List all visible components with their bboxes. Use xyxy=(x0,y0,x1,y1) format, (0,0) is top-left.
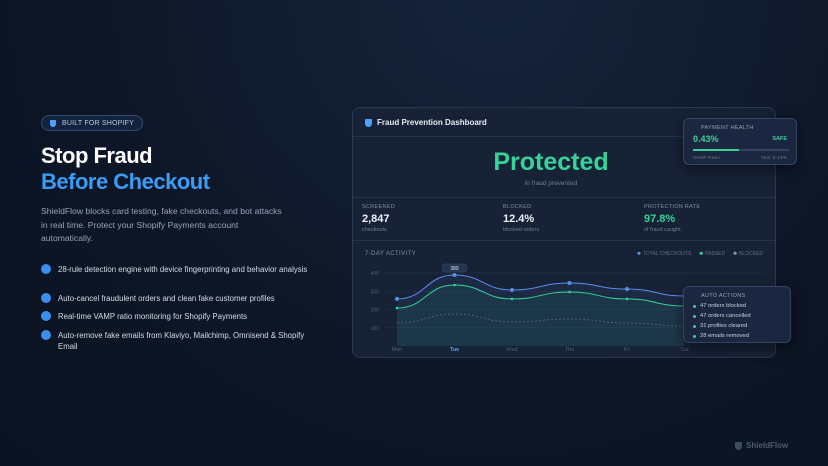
feature: Auto-cancel fraudulent orders and clean … xyxy=(41,293,311,304)
y-tick-label: 100 xyxy=(371,326,380,332)
divider xyxy=(353,197,775,198)
legend-label: TOTAL CHECKOUTS xyxy=(643,251,692,257)
series-area xyxy=(397,275,685,346)
data-point xyxy=(452,273,457,278)
payment-health: PAYMENT HEALTH 0.43% SAFE VAMP Ratio You… xyxy=(683,118,797,165)
activity-chart: 7-DAY ACTIVITY 100 200 300 400 Mon Tue Wed Thu F… xyxy=(365,251,765,353)
feature: Real-time VAMP ratio monitoring for Shop… xyxy=(41,311,311,322)
divider xyxy=(353,240,775,241)
footer-brand: ShieldFlow xyxy=(735,441,788,450)
status: Protected xyxy=(493,148,609,176)
data-point xyxy=(567,281,572,286)
legend-dot xyxy=(733,251,737,255)
x-tick-label: Fri xyxy=(624,347,630,353)
health-track xyxy=(693,149,789,151)
stat-label: BLOCKED xyxy=(503,204,532,210)
description: ShieldFlow blocks card testing, fake che… xyxy=(41,206,282,243)
action-dot xyxy=(693,315,696,318)
badge: BUILT FOR SHOPIFY xyxy=(41,115,143,131)
legend-dot xyxy=(699,251,703,255)
footer-text: ShieldFlow xyxy=(746,441,789,450)
feature: 28-rule detection engine with device fin… xyxy=(41,264,311,275)
tooltip-value: 389 xyxy=(450,266,459,272)
data-point xyxy=(395,296,399,301)
data-point xyxy=(625,287,629,292)
health-value: 0.43% xyxy=(693,134,719,144)
stat-value: 2,847 xyxy=(362,213,390,225)
action-dot xyxy=(693,305,696,308)
stat-value: 97.8% xyxy=(644,213,676,225)
health-fill xyxy=(693,149,740,151)
action-item: 31 profiles cleared xyxy=(700,323,748,329)
data-point xyxy=(453,283,456,287)
auto-actions: AUTO ACTIONS 47 orders blocked 47 orders … xyxy=(683,286,791,343)
health-scale-right: Your 0.43% xyxy=(760,155,787,160)
health-title: PAYMENT HEALTH xyxy=(701,125,754,131)
data-point xyxy=(568,290,571,294)
health-scale-left: VAMP Ratio xyxy=(693,155,721,160)
stat-value: 12.4% xyxy=(503,213,535,225)
x-tick-label: Thu xyxy=(565,347,574,353)
y-tick-label: 200 xyxy=(371,308,380,314)
data-point xyxy=(510,297,514,301)
action-item: 47 orders blocked xyxy=(700,303,747,309)
y-tick-label: 400 xyxy=(371,271,380,277)
health-status: SAFE xyxy=(772,136,787,142)
data-point xyxy=(510,287,514,292)
legend-label: PASSED xyxy=(705,251,725,257)
headline-accent: Before Checkout xyxy=(41,169,210,194)
series-line xyxy=(396,274,685,300)
x-tick-label: Wed xyxy=(506,347,517,353)
y-tick-label: 300 xyxy=(371,289,380,295)
x-tick-label: Sat xyxy=(680,347,689,353)
action-dot xyxy=(693,325,696,328)
legend-label: BLOCKED xyxy=(739,251,763,257)
action-item: 47 orders cancelled xyxy=(700,313,751,319)
title-text: Fraud Prevention Dashboard xyxy=(377,118,487,127)
footer-icon xyxy=(735,442,742,450)
chart-title: 7-DAY ACTIVITY xyxy=(365,251,416,257)
action-item: 28 emails removed xyxy=(700,333,749,339)
stat-caption: of fraud caught xyxy=(644,227,681,233)
divider xyxy=(353,136,775,137)
shield-icon xyxy=(365,119,372,127)
series-area xyxy=(397,285,685,346)
stat-caption: checkouts xyxy=(362,227,387,233)
actions-title: AUTO ACTIONS xyxy=(701,293,746,299)
headline: Stop Fraud xyxy=(41,143,153,168)
data-point xyxy=(625,297,629,301)
status-caption: in fraud prevented xyxy=(524,180,578,187)
feature: Auto-remove fake emails from Klaviyo, Ma… xyxy=(41,330,311,352)
x-tick-label: Tue xyxy=(450,347,459,353)
stat-label: PROTECTION RATE xyxy=(644,204,701,210)
stat-label: SCREENED xyxy=(362,204,395,210)
action-dot xyxy=(693,335,696,338)
series-line xyxy=(396,284,685,309)
legend-dot xyxy=(637,251,641,255)
tooltip xyxy=(442,263,467,273)
data-point xyxy=(395,306,399,310)
dashboard-title: Fraud Prevention Dashboard xyxy=(365,118,487,127)
x-tick-label: Mon xyxy=(392,347,403,353)
stat-caption: blocked orders xyxy=(503,227,540,233)
